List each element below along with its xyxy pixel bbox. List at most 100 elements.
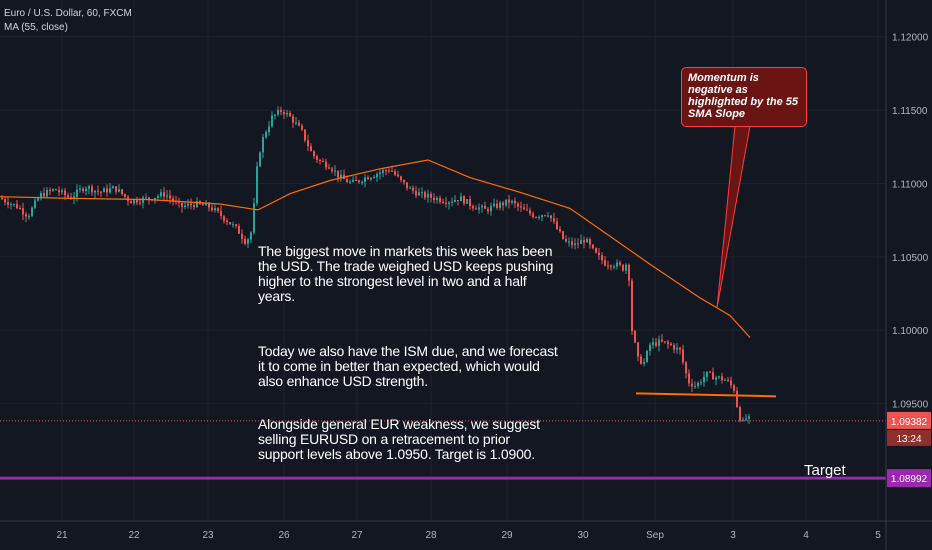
candle-body bbox=[523, 207, 525, 210]
candle-body bbox=[223, 216, 225, 221]
candle-body bbox=[124, 194, 126, 197]
candle-body bbox=[604, 260, 606, 266]
candle-body bbox=[514, 200, 516, 204]
candle-body bbox=[388, 170, 390, 172]
candle-body bbox=[304, 129, 306, 141]
candle-body bbox=[205, 203, 207, 206]
candle-body bbox=[268, 126, 270, 133]
y-tick-label: 1.11000 bbox=[892, 179, 928, 190]
candle-body bbox=[421, 192, 423, 194]
candle-body bbox=[118, 189, 120, 192]
candle-body bbox=[334, 170, 336, 172]
current-price-value: 1.09382 bbox=[891, 417, 928, 428]
y-tick-label: 1.09500 bbox=[892, 400, 929, 411]
candle-body bbox=[592, 244, 594, 249]
candle-body bbox=[487, 208, 489, 212]
candle-body bbox=[181, 202, 183, 207]
candle-body bbox=[349, 181, 351, 183]
candle-body bbox=[184, 205, 186, 207]
candle-body bbox=[43, 192, 45, 197]
x-tick-label: 23 bbox=[202, 530, 214, 541]
candle-body bbox=[280, 109, 282, 112]
candle-body bbox=[646, 350, 648, 362]
target-price-value: 1.08992 bbox=[891, 474, 928, 485]
candle-body bbox=[178, 201, 180, 203]
candle-body bbox=[703, 376, 705, 383]
candle-body bbox=[640, 356, 642, 364]
y-tick-label: 1.11500 bbox=[892, 106, 928, 117]
candle-body bbox=[340, 174, 342, 178]
target-label: Target bbox=[804, 462, 846, 479]
candle-body bbox=[61, 190, 63, 193]
candle-body bbox=[589, 238, 591, 245]
candle-body bbox=[202, 203, 204, 206]
candle-body bbox=[541, 215, 543, 218]
candle-body bbox=[91, 186, 93, 193]
candle-body bbox=[643, 361, 645, 364]
candle-body bbox=[628, 264, 630, 281]
candle-body bbox=[673, 345, 675, 350]
candle-body bbox=[322, 160, 324, 162]
candle-body bbox=[607, 265, 609, 267]
candle-body bbox=[220, 211, 222, 217]
x-tick-label: 26 bbox=[278, 530, 290, 541]
candle-body bbox=[733, 385, 735, 391]
candle-body bbox=[748, 416, 750, 419]
candle-body bbox=[13, 203, 15, 205]
candle-body bbox=[34, 200, 36, 208]
candle-body bbox=[136, 199, 138, 203]
candle-body bbox=[55, 189, 57, 191]
candle-body bbox=[301, 125, 303, 130]
candle-body bbox=[463, 196, 465, 204]
candle-body bbox=[526, 209, 528, 211]
candle-body bbox=[235, 224, 237, 226]
candle-body bbox=[358, 180, 360, 182]
candle-body bbox=[379, 172, 381, 175]
candle-body bbox=[106, 188, 108, 193]
y-tick-label: 1.10000 bbox=[892, 326, 929, 337]
candle-body bbox=[214, 208, 216, 211]
candle-body bbox=[490, 206, 492, 212]
candle-body bbox=[4, 199, 6, 203]
candle-body bbox=[352, 180, 354, 182]
candle-body bbox=[382, 170, 384, 173]
candle-body bbox=[265, 132, 267, 138]
candle-body bbox=[700, 382, 702, 384]
x-tick-label: 3 bbox=[730, 530, 736, 541]
candle-body bbox=[685, 362, 687, 374]
candle-body bbox=[556, 221, 558, 230]
candle-body bbox=[742, 419, 744, 421]
candle-body bbox=[292, 116, 294, 123]
candle-body bbox=[532, 213, 534, 218]
candle-body bbox=[79, 188, 81, 190]
momentum-callout: Momentum is negative as highlighted by t… bbox=[681, 67, 807, 127]
candle-body bbox=[709, 371, 711, 373]
candle-body bbox=[481, 205, 483, 208]
candle-body bbox=[562, 231, 564, 240]
candle-body bbox=[472, 206, 474, 209]
candle-body bbox=[439, 197, 441, 202]
candle-body bbox=[286, 112, 288, 115]
candle-body bbox=[187, 203, 189, 206]
candle-body bbox=[385, 170, 387, 172]
candle-body bbox=[496, 203, 498, 208]
candle-body bbox=[7, 202, 9, 205]
candle-body bbox=[400, 176, 402, 180]
candle-body bbox=[31, 207, 33, 217]
candle-body bbox=[583, 240, 585, 243]
candle-body bbox=[727, 379, 729, 381]
target-price-tag bbox=[887, 469, 931, 488]
candle-body bbox=[433, 197, 435, 201]
candle-body bbox=[637, 342, 639, 357]
candle-body bbox=[325, 161, 327, 168]
y-tick-label: 1.10500 bbox=[892, 253, 929, 264]
candle-body bbox=[196, 201, 198, 208]
candle-body bbox=[319, 159, 321, 161]
candle-body bbox=[520, 206, 522, 208]
candle-body bbox=[469, 199, 471, 207]
price-levels: 1.09382 13:24 1.08992 bbox=[0, 411, 931, 488]
candle-body bbox=[664, 341, 666, 343]
candle-body bbox=[712, 372, 714, 380]
candle-body bbox=[241, 233, 243, 239]
candle-body bbox=[163, 192, 165, 197]
